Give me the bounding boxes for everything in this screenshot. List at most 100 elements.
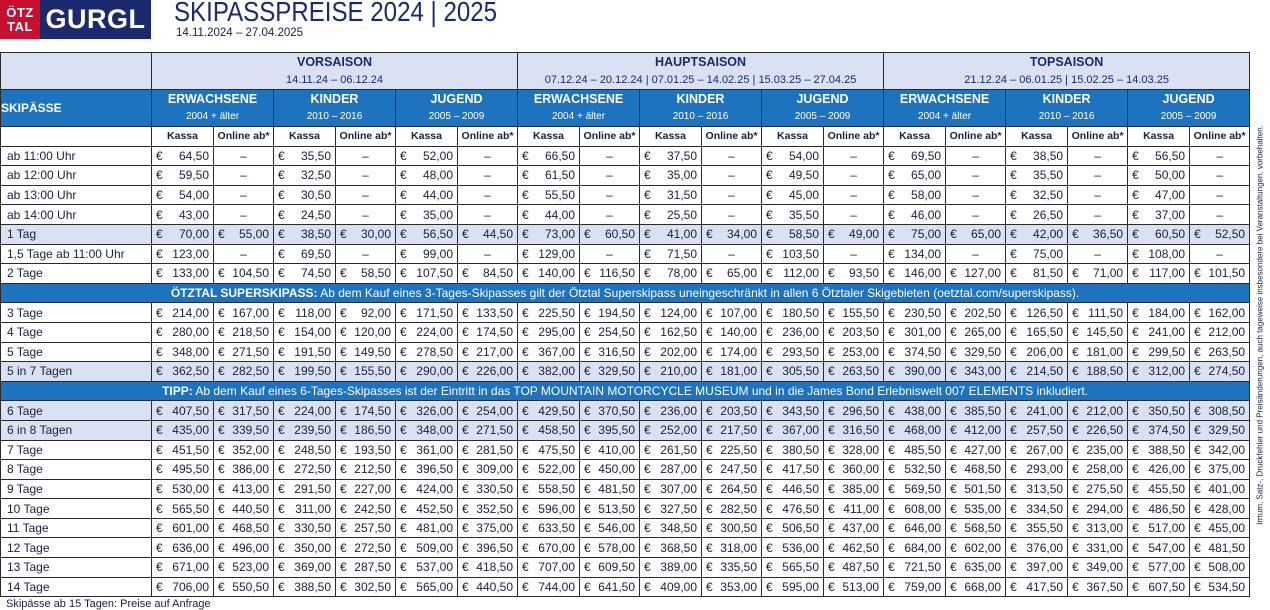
price-cell: €35,00	[639, 165, 702, 186]
price-cell: €407,50	[151, 400, 214, 421]
price-value: 133,00	[172, 266, 209, 281]
price-value: 45,00	[788, 188, 819, 203]
price-value: 180,50	[782, 305, 819, 320]
euro-sign: €	[156, 423, 163, 438]
price-value: 65,00	[726, 266, 757, 281]
euro-sign: €	[1194, 403, 1201, 418]
price-value: 120,00	[354, 325, 391, 340]
corner-cell	[0, 52, 152, 90]
price-cell: €401,00	[1189, 478, 1251, 500]
price-cell: €64,50	[151, 145, 214, 167]
price-value: 361,00	[416, 442, 453, 457]
kassa-header: Kassa	[639, 126, 702, 147]
price-cell: €35,50	[273, 145, 336, 167]
price-cell: €744,00	[517, 576, 580, 598]
price-value: 46,00	[911, 207, 942, 222]
euro-sign: €	[1010, 540, 1017, 555]
age-group-range: 2010 – 2016	[1038, 111, 1095, 122]
price-value: 535,00	[964, 501, 1002, 516]
age-group-header: ERWACHSENE 2004 + älter	[517, 89, 640, 127]
price-value: 481,00	[416, 521, 453, 536]
euro-sign: €	[462, 560, 469, 575]
price-value: 58,00	[911, 188, 942, 203]
euro-sign: €	[522, 462, 529, 477]
price-value: 61,50	[544, 168, 575, 183]
price-value: 468,00	[904, 423, 942, 438]
price-cell: €129,00	[517, 243, 580, 265]
euro-sign: €	[950, 266, 957, 281]
price-value: 287,50	[354, 560, 391, 575]
euro-sign: €	[888, 344, 895, 359]
price-cell: €78,00	[639, 263, 702, 284]
table-row: 10 Tage €565,50 €440,50 €311,00 €242,50 €452,…	[0, 498, 1251, 519]
euro-sign: €	[766, 266, 773, 281]
euro-sign: €	[156, 325, 163, 340]
price-cell: €485,50	[883, 439, 947, 461]
euro-sign: €	[400, 579, 407, 594]
euro-sign: €	[522, 325, 529, 340]
price-value: 426,00	[1148, 462, 1186, 477]
euro-sign: €	[1132, 266, 1139, 281]
euro-sign: €	[1132, 207, 1139, 222]
euro-sign: €	[400, 148, 407, 163]
price-cell: €287,50	[335, 557, 396, 578]
euro-sign: €	[522, 344, 529, 359]
age-group-header: JUGEND 2005 – 2009	[1127, 89, 1251, 127]
info-banner-text: Ab dem Kauf eines 3-Tages-Skipasses gilt…	[317, 286, 1080, 301]
euro-sign: €	[888, 560, 895, 575]
row-label: ab 13:00 Uhr	[0, 184, 152, 206]
price-cell: €609,50	[579, 557, 640, 578]
table-row: 3 Tage €214,00 €167,00 €118,00 €92,00 €171,50…	[0, 302, 1251, 323]
price-cell: €352,50	[457, 498, 518, 519]
price-cell: €376,00	[1005, 537, 1069, 559]
euro-sign: €	[218, 521, 225, 536]
price-value: 296,50	[842, 403, 880, 418]
price-value: 65,00	[971, 227, 1002, 242]
price-cell: €37,00	[1127, 204, 1191, 225]
price-cell: €54,00	[151, 184, 214, 206]
price-cell: €203,50	[822, 321, 885, 343]
price-cell: €759,00	[883, 576, 947, 598]
price-cell: €263,50	[822, 361, 885, 382]
euro-sign: €	[522, 227, 529, 242]
euro-sign: €	[1010, 579, 1017, 594]
euro-sign: €	[400, 207, 407, 222]
price-cell: €313,00	[1067, 517, 1129, 539]
table-row: 5 Tage €348,00 €271,50 €191,50 €149,50 €278,5…	[0, 341, 1251, 363]
euro-sign: €	[828, 579, 835, 594]
euro-sign: €	[706, 325, 713, 340]
price-value: 496,00	[232, 540, 269, 555]
price-cell: €522,00	[517, 459, 580, 480]
euro-sign: €	[706, 227, 713, 242]
euro-sign: €	[278, 227, 285, 242]
price-value: 329,50	[964, 344, 1002, 359]
price-cell: €517,00	[1127, 517, 1191, 539]
euro-sign: €	[218, 227, 225, 242]
footer-note: Skipässe ab 15 Tagen: Preise auf Anfrage	[6, 598, 211, 610]
price-cell: €601,00	[151, 517, 214, 539]
side-note: Irrtum, Satz-, Druckfehler und Preisände…	[1250, 52, 1270, 597]
price-cell: €111,50	[1067, 302, 1129, 323]
price-value: 58,50	[788, 227, 819, 242]
euro-sign: €	[462, 364, 469, 379]
price-cell: €267,00	[1005, 439, 1069, 461]
euro-sign: €	[766, 579, 773, 594]
euro-sign: €	[400, 423, 407, 438]
table-row: 14 Tage €706,00 €550,50 €388,50 €302,50 €565,…	[0, 576, 1251, 598]
price-cell: €410,00	[579, 439, 640, 461]
price-cell: €146,00	[883, 263, 947, 284]
empty-price-cell: –	[1067, 243, 1129, 265]
price-value: 396,50	[476, 540, 513, 555]
price-value: 171,50	[416, 305, 453, 320]
price-cell: €112,00	[761, 263, 824, 284]
price-cell: €458,50	[517, 419, 580, 441]
price-cell: €375,00	[457, 517, 518, 539]
empty-price-cell: –	[1067, 184, 1129, 206]
price-cell: €546,00	[579, 517, 640, 539]
euro-sign: €	[462, 501, 469, 516]
price-value: 52,50	[1215, 227, 1246, 242]
price-cell: €481,00	[395, 517, 458, 539]
euro-sign: €	[156, 481, 163, 496]
euro-sign: €	[706, 560, 713, 575]
price-cell: €311,00	[273, 498, 336, 519]
